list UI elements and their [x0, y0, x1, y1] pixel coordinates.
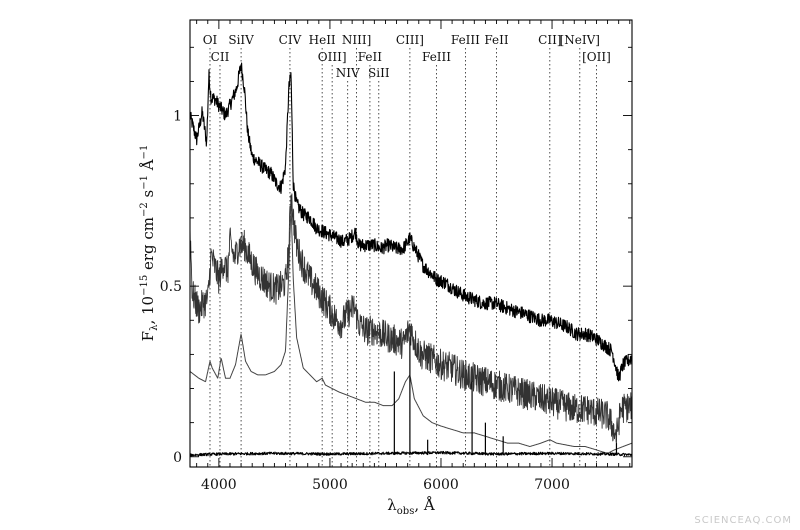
smooth-spectrum	[189, 207, 632, 454]
emission-line-label: CIV	[279, 33, 302, 47]
y-axis-label: Fλ, 10−15 erg cm−2 s−1 Å−1	[139, 145, 160, 342]
spectrum-series	[189, 62, 633, 457]
axis-ticks: 4000 5000 6000 7000 0 0.5 1	[160, 20, 632, 493]
emission-line-label: FeIII	[422, 50, 451, 64]
x-tick-label: 6000	[423, 477, 459, 493]
emission-line-label: [OII]	[582, 50, 611, 64]
emission-line-label: CIII]	[396, 33, 424, 47]
y-tick-label: 0	[173, 450, 182, 466]
emission-line-label: FeII	[484, 33, 509, 47]
emission-line-label: SiII	[368, 66, 390, 80]
emission-line-label: FeIII	[451, 33, 480, 47]
flat-spectrum	[189, 450, 633, 457]
emission-line-label: SiIV	[228, 33, 254, 47]
y-tick-label: 1	[173, 109, 182, 125]
emission-line-label: NIV	[336, 66, 360, 80]
emission-line-label: CII]	[538, 33, 561, 47]
middle-spectrum	[189, 193, 633, 444]
plot-frame	[189, 19, 633, 468]
emission-line-label: FeII	[358, 50, 383, 64]
emission-line-label: NIII]	[342, 33, 371, 47]
top-spectrum	[189, 62, 633, 382]
emission-line-label: OIII]	[318, 50, 347, 64]
emission-line-label: OI	[203, 33, 218, 47]
x-tick-label: 7000	[534, 477, 570, 493]
y-tick-label: 0.5	[160, 279, 182, 295]
emission-line-label: CII	[211, 50, 230, 64]
emission-line-label: [NeIV]	[560, 33, 600, 47]
x-tick-label: 5000	[312, 477, 348, 493]
watermark: SCIENCEAQ.COM	[694, 515, 792, 526]
emission-line-label: HeII	[309, 33, 336, 47]
x-tick-label: 4000	[201, 477, 237, 493]
x-axis-label: λobs, Å	[387, 496, 435, 517]
